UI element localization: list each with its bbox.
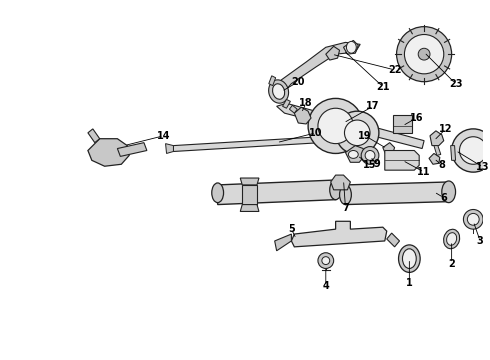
- Ellipse shape: [443, 229, 460, 249]
- Text: 5: 5: [288, 224, 295, 234]
- Text: 12: 12: [439, 124, 452, 134]
- Text: 21: 21: [376, 82, 390, 91]
- Ellipse shape: [346, 41, 356, 53]
- Text: 16: 16: [410, 113, 423, 123]
- Circle shape: [452, 129, 490, 172]
- Polygon shape: [275, 234, 292, 251]
- Ellipse shape: [330, 180, 342, 200]
- Text: 20: 20: [292, 77, 305, 87]
- Polygon shape: [326, 46, 340, 60]
- Text: 7: 7: [342, 203, 349, 212]
- Ellipse shape: [340, 185, 351, 204]
- Ellipse shape: [269, 80, 289, 103]
- Text: 15: 15: [363, 160, 377, 170]
- Polygon shape: [429, 153, 440, 164]
- Polygon shape: [173, 137, 321, 152]
- Text: 4: 4: [322, 281, 329, 291]
- Ellipse shape: [212, 183, 223, 203]
- Circle shape: [365, 150, 375, 160]
- Text: 3: 3: [477, 236, 484, 246]
- Polygon shape: [345, 182, 449, 204]
- Polygon shape: [434, 145, 441, 156]
- Ellipse shape: [398, 245, 420, 273]
- Polygon shape: [292, 221, 387, 247]
- Polygon shape: [290, 105, 297, 113]
- Circle shape: [396, 27, 452, 82]
- Text: 10: 10: [309, 128, 323, 138]
- Polygon shape: [331, 175, 350, 190]
- Circle shape: [318, 253, 334, 269]
- Text: 23: 23: [449, 79, 462, 89]
- Text: 8: 8: [439, 160, 445, 170]
- Polygon shape: [218, 180, 336, 204]
- Text: 11: 11: [417, 167, 431, 177]
- Bar: [392, 115, 412, 133]
- Circle shape: [418, 48, 430, 60]
- Polygon shape: [277, 42, 360, 91]
- Text: 17: 17: [366, 101, 380, 111]
- Circle shape: [318, 108, 353, 144]
- Text: 19: 19: [358, 131, 372, 141]
- Polygon shape: [277, 103, 424, 149]
- Polygon shape: [240, 204, 259, 211]
- Polygon shape: [88, 139, 129, 166]
- Circle shape: [464, 210, 483, 229]
- Polygon shape: [385, 150, 419, 170]
- Polygon shape: [451, 145, 456, 160]
- Circle shape: [460, 137, 487, 164]
- Text: 18: 18: [299, 98, 313, 108]
- Polygon shape: [383, 143, 394, 154]
- Circle shape: [308, 98, 363, 153]
- Polygon shape: [387, 233, 399, 247]
- Circle shape: [404, 35, 444, 74]
- Ellipse shape: [442, 181, 456, 203]
- Text: 13: 13: [476, 162, 490, 172]
- Polygon shape: [166, 144, 173, 153]
- Circle shape: [467, 213, 479, 225]
- Polygon shape: [283, 99, 291, 108]
- Text: 22: 22: [388, 65, 401, 75]
- Polygon shape: [294, 107, 311, 124]
- Circle shape: [344, 120, 370, 145]
- Circle shape: [361, 147, 379, 164]
- Polygon shape: [430, 131, 444, 145]
- Polygon shape: [240, 178, 259, 185]
- Text: 9: 9: [373, 159, 380, 169]
- Text: 14: 14: [157, 131, 171, 141]
- Polygon shape: [242, 185, 257, 204]
- Text: 1: 1: [406, 278, 413, 288]
- Ellipse shape: [348, 150, 358, 158]
- Polygon shape: [118, 143, 147, 156]
- Circle shape: [322, 257, 330, 265]
- Polygon shape: [269, 76, 276, 86]
- Ellipse shape: [446, 233, 457, 245]
- Ellipse shape: [272, 84, 285, 99]
- Text: 6: 6: [441, 193, 447, 203]
- Circle shape: [336, 111, 379, 154]
- Polygon shape: [88, 129, 99, 143]
- Ellipse shape: [402, 249, 416, 269]
- Text: 2: 2: [448, 258, 455, 269]
- Polygon shape: [343, 40, 358, 54]
- Polygon shape: [345, 145, 365, 162]
